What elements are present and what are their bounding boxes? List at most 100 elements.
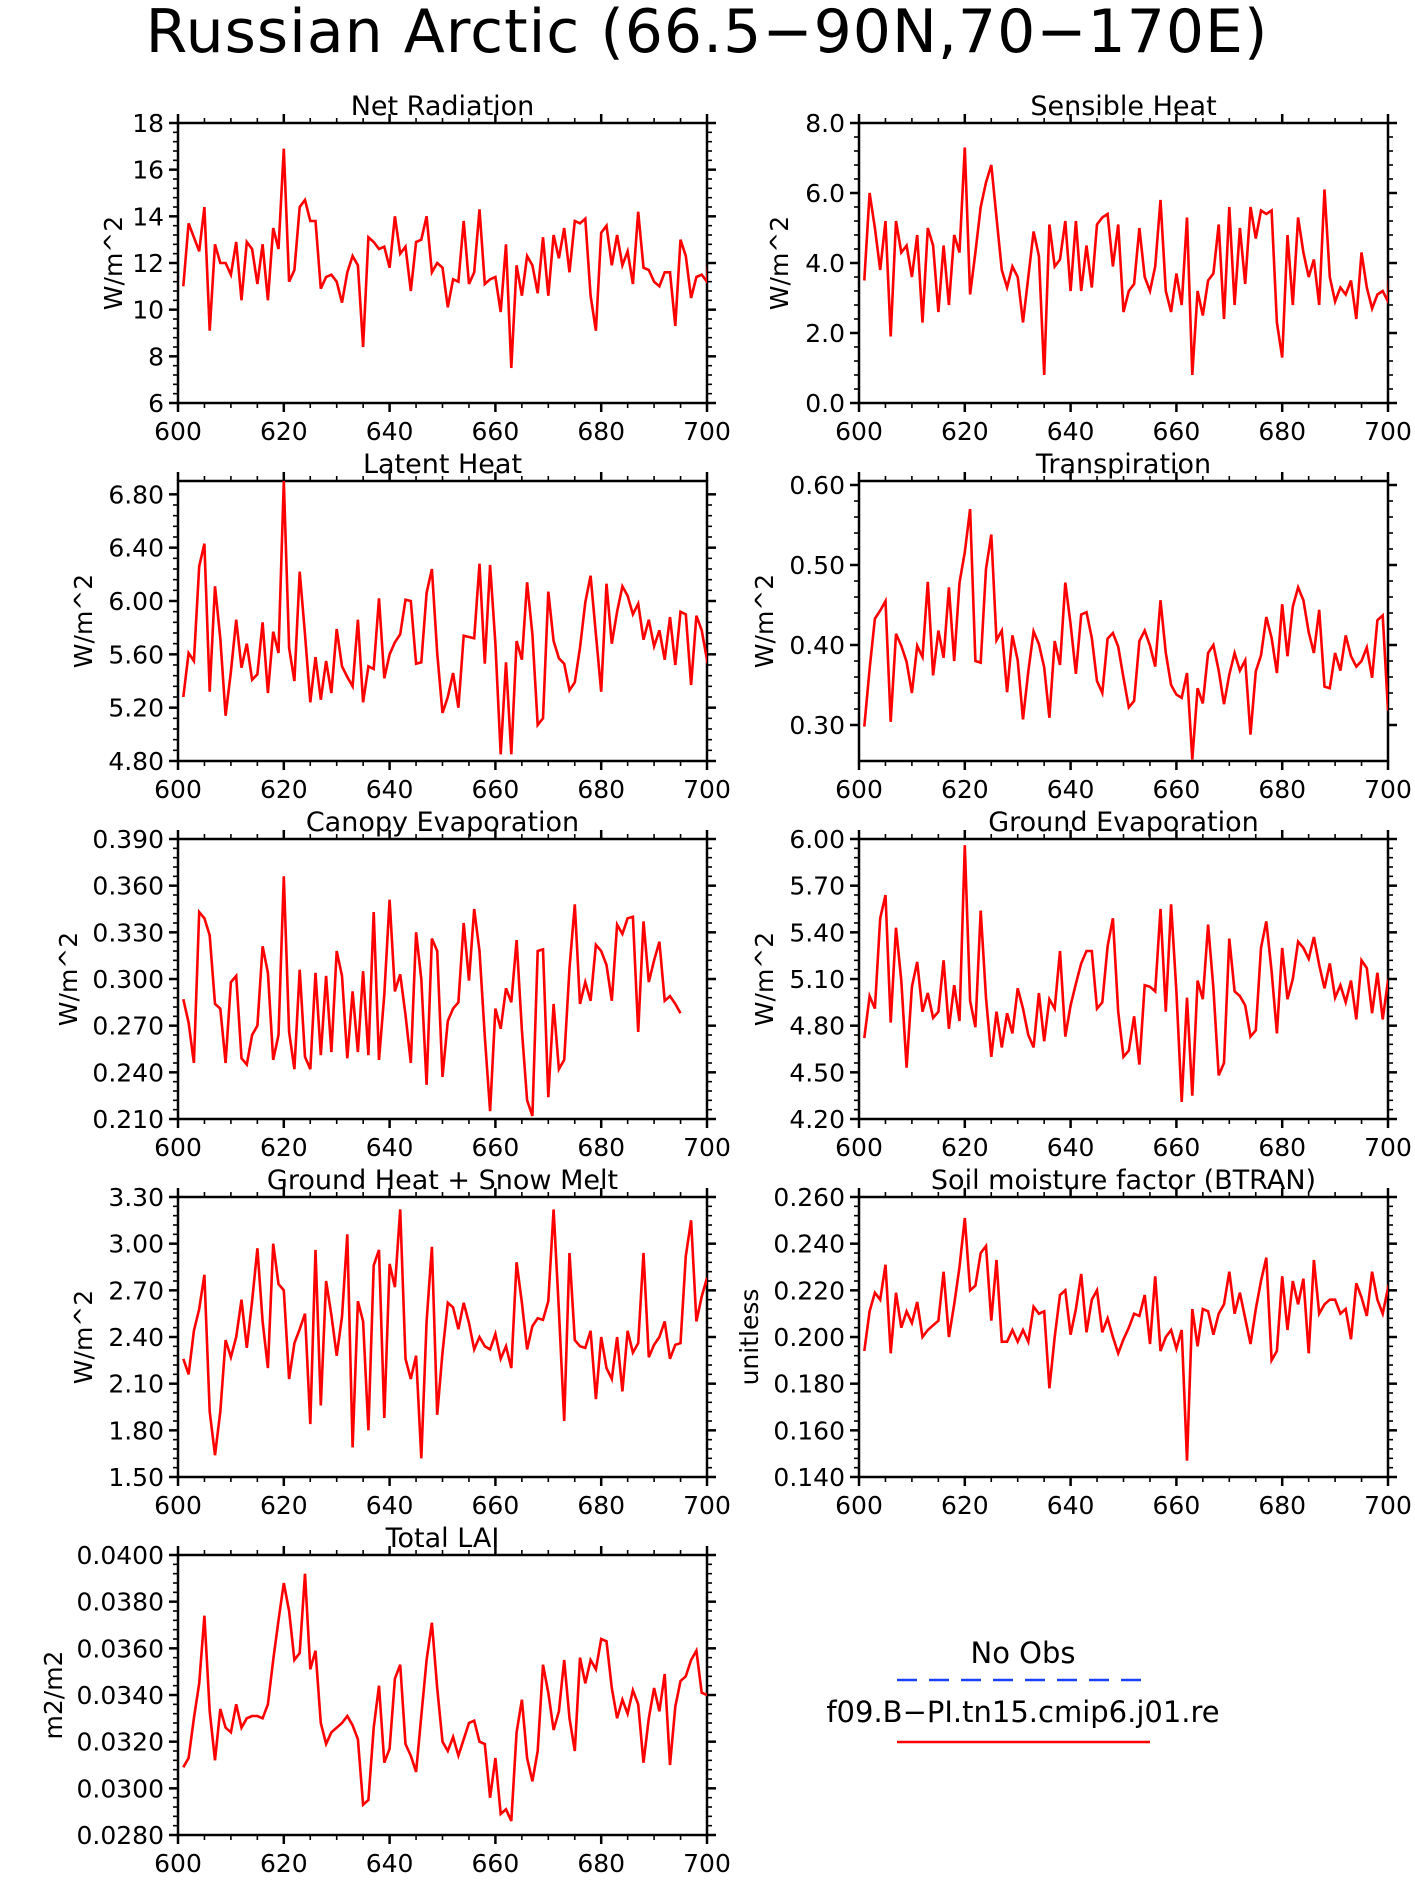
y-tick-label: 8 [148,342,164,371]
y-tick-label: 0.50 [789,551,845,580]
y-axis-label: W/m^2 [69,574,98,668]
panel-title: Canopy Evaporation [306,807,579,838]
y-axis-label: W/m^2 [750,574,779,668]
x-tick-label: 680 [577,1849,625,1878]
panel-title: Latent Heat [363,449,522,480]
x-tick-label: 600 [835,1133,883,1162]
x-tick-label: 640 [366,775,414,804]
y-tick-label: 4.80 [108,747,164,776]
legend-label-obs: No Obs [971,1636,1076,1670]
chart-panel: Transpiration 600 620 640 660 680 700 0.30 0.40 0… [750,449,1412,804]
x-tick-label: 660 [472,1849,520,1878]
y-tick-label: 14 [132,202,164,231]
x-tick-label: 700 [1364,417,1412,446]
x-tick-label: 600 [154,417,202,446]
x-tick-label: 680 [1258,775,1306,804]
x-tick-label: 700 [683,775,731,804]
series-line [182,1573,707,1822]
x-tick-label: 660 [1153,417,1201,446]
series-line [863,845,1388,1102]
chart-panel: Latent Heat 600 620 640 660 680 700 4.80 5.20 5.6… [69,449,731,804]
y-tick-label: 0.0380 [77,1588,164,1617]
y-tick-label: 6.80 [108,480,164,509]
y-tick-label: 2.70 [108,1276,164,1305]
chart-panel: Net Radiation 600 620 640 660 680 700 6 8 10 12 14 1… [99,91,731,446]
y-tick-label: 0.270 [92,1012,164,1041]
y-tick-label: 0.0360 [77,1634,164,1663]
series-line [182,1209,707,1459]
y-tick-label: 18 [132,109,164,138]
x-tick-label: 680 [577,1491,625,1520]
y-tick-label: 6.40 [108,534,164,563]
y-tick-label: 4.50 [789,1058,845,1087]
chart-panel: Total LAI 600 620 640 660 680 700 0.0280 0.0300 0… [39,1523,731,1878]
plot-frame [857,121,1390,405]
x-tick-label: 600 [835,775,883,804]
x-tick-label: 680 [1258,1491,1306,1520]
y-tick-label: 0.30 [789,711,845,740]
x-tick-label: 700 [683,1849,731,1878]
y-axis-label: W/m^2 [99,216,128,310]
y-tick-label: 5.40 [789,918,845,947]
y-tick-label: 4.80 [789,1012,845,1041]
y-tick-label: 0.300 [92,965,164,994]
y-tick-label: 4.20 [789,1105,845,1134]
x-tick-label: 620 [260,775,308,804]
y-tick-label: 5.70 [789,872,845,901]
y-tick-label: 0.200 [773,1323,845,1352]
y-axis-label: m2/m2 [39,1651,68,1740]
panel-title: Sensible Heat [1030,91,1216,122]
y-tick-label: 0.160 [773,1416,845,1445]
panel-title: Net Radiation [351,91,535,122]
x-tick-label: 660 [1153,775,1201,804]
series-line [863,1217,1388,1461]
y-tick-label: 0.210 [92,1105,164,1134]
y-tick-label: 3.00 [108,1230,164,1259]
y-tick-label: 2.0 [805,319,845,348]
x-tick-label: 620 [941,775,989,804]
y-tick-label: 0.0320 [77,1728,164,1757]
y-tick-label: 0.0280 [77,1821,164,1850]
y-tick-label: 0.240 [773,1230,845,1259]
y-tick-label: 0.180 [773,1370,845,1399]
series-line [863,508,1388,760]
x-tick-label: 640 [1047,417,1095,446]
y-tick-label: 6.0 [805,179,845,208]
y-tick-label: 1.80 [108,1416,164,1445]
x-tick-label: 600 [154,775,202,804]
chart-panel: Ground Heat + Snow Melt 600 620 640 660 680 70… [69,1165,731,1520]
y-tick-label: 5.20 [108,694,164,723]
y-axis-label: W/m^2 [750,932,779,1026]
x-tick-label: 640 [366,1849,414,1878]
panel-title: Transpiration [1035,449,1211,480]
y-tick-label: 5.10 [789,965,845,994]
chart-panel: Sensible Heat 600 620 640 660 680 700 0.0 2.0 4.0… [765,91,1412,446]
x-tick-label: 640 [1047,1491,1095,1520]
y-tick-label: 0.0400 [77,1541,164,1570]
x-tick-label: 640 [366,417,414,446]
panel-title: Total LAI [385,1523,500,1554]
chart-panel: Canopy Evaporation 600 620 640 660 680 700 0.21… [54,807,731,1162]
x-tick-label: 660 [472,1491,520,1520]
x-tick-label: 640 [1047,775,1095,804]
y-tick-label: 10 [132,296,164,325]
y-tick-label: 12 [132,249,164,278]
legend-label-model: f09.B−PI.tn15.cmip6.j01.re [826,1695,1219,1729]
plot-frame [857,479,1390,763]
x-tick-label: 660 [1153,1133,1201,1162]
panel-title: Ground Heat + Snow Melt [267,1165,618,1196]
x-tick-label: 620 [260,1849,308,1878]
panel-title: Soil moisture factor (BTRAN) [931,1165,1316,1196]
y-tick-label: 2.10 [108,1370,164,1399]
x-tick-label: 600 [154,1491,202,1520]
x-tick-label: 700 [683,1133,731,1162]
x-tick-label: 620 [941,1491,989,1520]
chart-panel: Ground Evaporation 600 620 640 660 680 700 4.20… [750,807,1412,1162]
x-tick-label: 700 [1364,1133,1412,1162]
y-tick-label: 0.60 [789,471,845,500]
plot-frame [176,1553,709,1837]
x-tick-label: 640 [366,1491,414,1520]
y-tick-label: 0.0 [805,389,845,418]
x-tick-label: 680 [1258,1133,1306,1162]
series-line [182,148,707,369]
